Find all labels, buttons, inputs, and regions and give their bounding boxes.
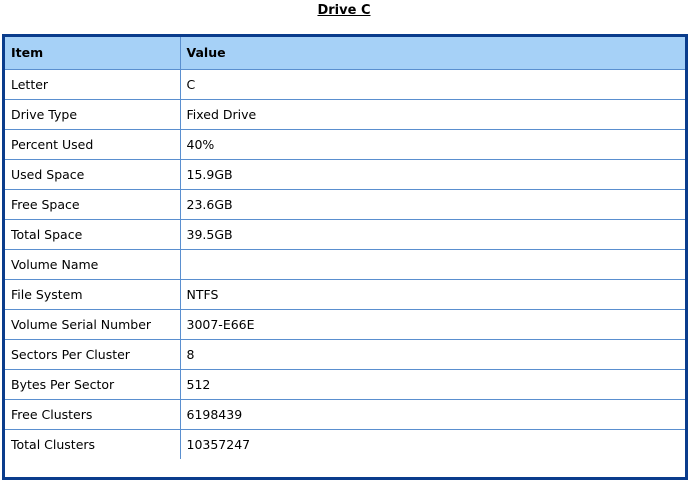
row-label: Sectors Per Cluster [5,338,181,370]
row-label: Total Clusters [5,428,181,459]
row-value: NTFS [179,278,685,310]
table-header-row: Item Value [5,37,685,70]
page-title: Drive C [317,3,371,18]
row-label: Bytes Per Sector [5,368,181,400]
row-value: 6198439 [179,398,685,430]
row-value: 8 [179,338,685,370]
row-value [179,248,685,280]
row-label: Total Space [5,218,181,250]
row-label: Volume Name [5,248,181,280]
row-value: Fixed Drive [179,98,685,130]
row-label: Letter [5,68,181,100]
row-label: Drive Type [5,98,181,130]
row-value: 10357247 [179,428,685,459]
row-label: Used Space [5,158,181,190]
row-value: 15.9GB [179,158,685,190]
column-header-value: Value [179,37,685,70]
table-row: Sectors Per Cluster 8 [5,338,685,370]
row-value: C [179,68,685,100]
table-row: Percent Used 40% [5,128,685,160]
row-value: 40% [179,128,685,160]
table-row: File System NTFS [5,278,685,310]
row-value: 3007-E66E [179,308,685,340]
row-label: Free Clusters [5,398,181,430]
row-value: 512 [179,368,685,400]
table-row: Free Clusters 6198439 [5,398,685,430]
table-row: Drive Type Fixed Drive [5,98,685,130]
table-row: Free Space 23.6GB [5,188,685,220]
row-label: Free Space [5,188,181,220]
table-row: Total Space 39.5GB [5,218,685,250]
table-row: Bytes Per Sector 512 [5,368,685,400]
row-value: 39.5GB [179,218,685,250]
row-label: Volume Serial Number [5,308,181,340]
table-row: Letter C [5,68,685,100]
row-label: File System [5,278,181,310]
table-row: Volume Name [5,248,685,280]
row-value: 23.6GB [179,188,685,220]
drive-info-table-frame: Item Value Letter C Drive Type Fixed Dri… [2,34,688,480]
drive-info-table: Item Value Letter C Drive Type Fixed Dri… [5,37,685,459]
row-label: Percent Used [5,128,181,160]
table-row: Used Space 15.9GB [5,158,685,190]
table-row: Total Clusters 10357247 [5,428,685,459]
table-row: Volume Serial Number 3007-E66E [5,308,685,340]
column-header-item: Item [5,37,181,70]
